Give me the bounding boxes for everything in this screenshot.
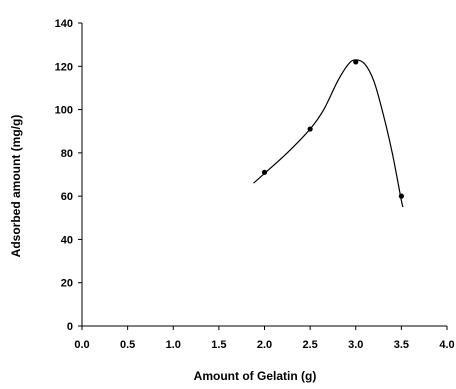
x-axis-label: Amount of Gelatin (g): [194, 369, 317, 383]
x-tick-label: 3.0: [348, 339, 363, 351]
ticks: 0.0 0.5 1.0 1.5 2.0 2.5 3.0 3.5 4.0 0 20 40 60 80 100 1…: [55, 18, 455, 351]
data-point: [398, 193, 404, 199]
y-tick-label: 120: [55, 61, 73, 73]
y-tick-label: 0: [67, 321, 73, 333]
x-tick-label: 0.0: [74, 339, 89, 351]
data-point: [261, 169, 268, 175]
x-tick-label: 3.5: [394, 339, 409, 351]
data-point: [307, 126, 313, 132]
y-tick-label: 140: [55, 18, 73, 30]
y-tick-label: 80: [61, 148, 73, 160]
data-point: [353, 59, 359, 65]
y-tick-label: 40: [61, 234, 73, 246]
x-tick-label: 0.5: [120, 339, 135, 351]
x-tick-label: 1.0: [166, 339, 181, 351]
x-tick-label: 2.5: [302, 339, 317, 351]
x-tick-label: 2.0: [257, 339, 272, 351]
x-tick-label: 1.5: [211, 339, 226, 351]
y-tick-label: 100: [55, 105, 73, 117]
x-tick-label: 4.0: [439, 339, 454, 351]
y-axis-label: Adsorbed amount (mg/g): [9, 115, 23, 258]
fitted-curve: [253, 59, 404, 208]
y-tick-label: 20: [61, 278, 73, 290]
plot-area: [253, 59, 404, 208]
y-tick-label: 60: [61, 191, 73, 203]
